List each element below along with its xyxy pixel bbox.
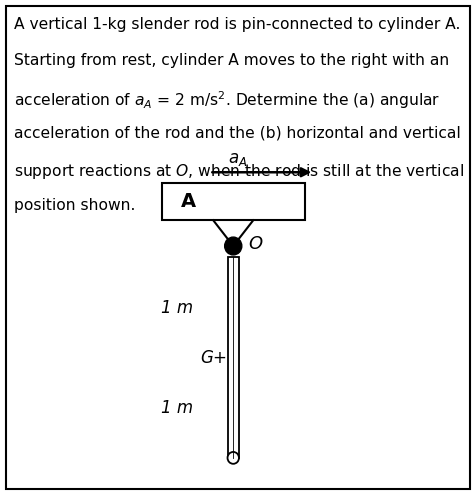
Text: position shown.: position shown.	[14, 198, 136, 213]
Text: support reactions at $O$, when the rod is still at the vertical: support reactions at $O$, when the rod i…	[14, 162, 464, 181]
Bar	[228, 257, 239, 458]
Text: $O$: $O$	[248, 235, 264, 253]
Text: Starting from rest, cylinder A moves to the right with an: Starting from rest, cylinder A moves to …	[14, 53, 449, 68]
Text: acceleration of the rod and the (b) horizontal and vertical: acceleration of the rod and the (b) hori…	[14, 126, 461, 141]
Text: 1 m: 1 m	[161, 298, 193, 316]
Text: 1 m: 1 m	[161, 399, 193, 417]
Text: acceleration of $a_A$ = 2 m/s$^2$. Determine the (a) angular: acceleration of $a_A$ = 2 m/s$^2$. Deter…	[14, 90, 441, 111]
Text: $a_A$: $a_A$	[228, 150, 248, 168]
Text: $G$+: $G$+	[200, 348, 228, 367]
Bar	[162, 183, 305, 220]
Circle shape	[228, 452, 239, 464]
Circle shape	[225, 237, 242, 255]
Text: A vertical 1-kg slender rod is pin-connected to cylinder A.: A vertical 1-kg slender rod is pin-conne…	[14, 17, 461, 32]
Text: A: A	[181, 192, 196, 211]
